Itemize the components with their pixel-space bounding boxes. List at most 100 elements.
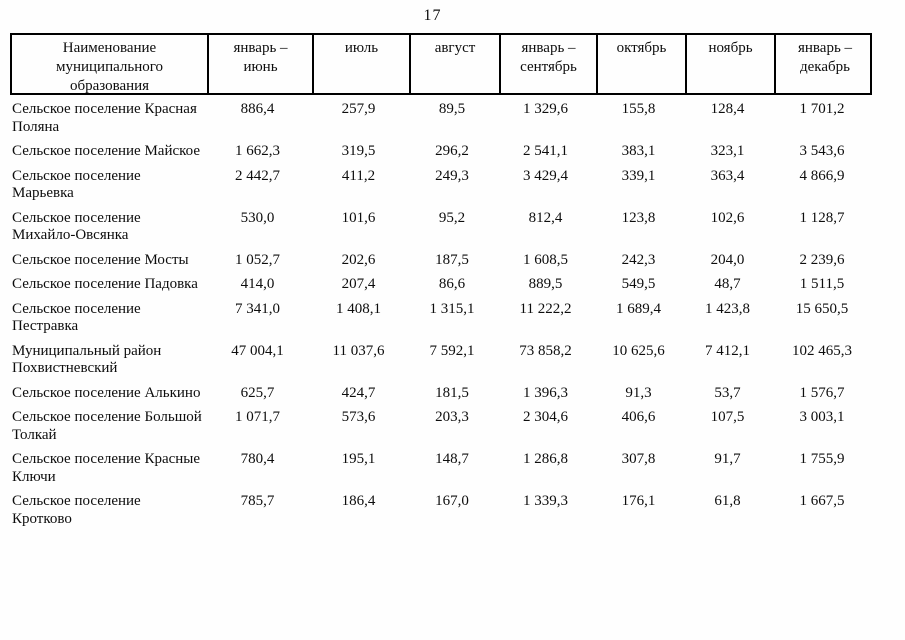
value-cell-august: 249,3 [435, 167, 469, 184]
value-cell-july: 101,6 [341, 209, 376, 226]
header-cell-january-june: январь – июнь [207, 35, 312, 93]
value-cell-january-december: 3 003,1 [799, 409, 845, 425]
value-cell-november: 61,8 [714, 493, 741, 509]
value-cell-august: 148,7 [435, 451, 469, 467]
value-cell-january-september: 1 329,6 [523, 101, 568, 117]
municipality-name-cell: Сельское поселение Мосты [12, 251, 189, 268]
table-row: Сельское поселение Большой Толкай 1 071,… [10, 409, 872, 444]
municipality-name-cell: Сельское поселение Алькино [12, 384, 201, 401]
value-cell-july: 202,6 [341, 251, 376, 268]
page-number: 17 [423, 7, 442, 24]
value-cell-october: 242,3 [621, 251, 656, 268]
value-cell-january-june: 625,7 [240, 384, 275, 401]
value-cell-november: 1 423,8 [705, 300, 750, 317]
value-cell-august: 95,2 [438, 209, 466, 226]
value-cell-august: 187,5 [435, 251, 469, 268]
value-cell-october: 406,6 [621, 409, 656, 425]
value-cell-october: 123,8 [621, 209, 656, 226]
municipality-name-cell: Сельское поселение Падовка [12, 276, 198, 292]
municipality-name-cell: Сельское поселение Пестравка [12, 300, 141, 335]
value-cell-january-december: 1 755,9 [799, 451, 845, 467]
value-cell-january-december: 102 465,3 [792, 342, 852, 359]
table-row: Сельское поселение Падовка 414,0 207,4 8… [10, 276, 872, 294]
value-cell-october: 383,1 [621, 143, 656, 159]
value-cell-january-december: 1 128,7 [799, 209, 845, 226]
value-cell-november: 53,7 [714, 384, 741, 401]
value-cell-july: 11 037,6 [332, 342, 385, 359]
municipality-name-cell: Сельское поселение Кротково [12, 493, 141, 527]
value-cell-november: 48,7 [714, 276, 741, 292]
value-cell-november: 323,1 [710, 143, 745, 159]
header-cell-january-december: январь – декабрь [774, 35, 874, 93]
header-cell-january-september: январь – сентябрь [499, 35, 596, 93]
header-cell-august: август [409, 35, 499, 93]
table-body: Сельское поселение Красная Поляна 886,4 … [10, 101, 872, 528]
value-cell-august: 1 315,1 [429, 300, 475, 317]
value-cell-november: 91,7 [714, 451, 741, 467]
value-cell-november: 363,4 [710, 167, 745, 184]
value-cell-january-june: 1 071,7 [235, 409, 280, 425]
value-cell-august: 296,2 [435, 143, 469, 159]
table-row: Сельское поселение Марьевка 2 442,7 411,… [10, 168, 872, 203]
value-cell-august: 203,3 [435, 409, 469, 425]
table-row: Сельское поселение Пестравка 7 341,0 1 4… [10, 301, 872, 336]
value-cell-august: 86,6 [438, 276, 466, 292]
table-header-row: Наименование муниципального образования … [10, 33, 872, 95]
value-cell-january-june: 414,0 [240, 276, 275, 292]
header-cell-november: ноябрь [685, 35, 774, 93]
value-cell-january-december: 2 239,6 [799, 251, 845, 268]
table-row: Сельское поселение Красная Поляна 886,4 … [10, 101, 872, 136]
value-cell-january-september: 73 858,2 [519, 342, 572, 359]
value-cell-january-september: 812,4 [528, 209, 563, 226]
value-cell-july: 257,9 [341, 101, 376, 117]
value-cell-july: 573,6 [341, 409, 376, 425]
value-cell-january-december: 3 543,6 [799, 143, 845, 159]
value-cell-january-june: 1 662,3 [235, 143, 280, 159]
header-cell-october: октябрь [596, 35, 685, 93]
value-cell-july: 1 408,1 [336, 300, 381, 317]
table-row: Сельское поселение Михайло-Овсянка 530,0… [10, 210, 872, 245]
value-cell-january-june: 530,0 [240, 209, 275, 226]
value-cell-july: 411,2 [341, 167, 376, 184]
value-cell-august: 7 592,1 [429, 342, 475, 359]
table-row: Сельское поселение Майское 1 662,3 319,5… [10, 143, 872, 161]
value-cell-july: 207,4 [341, 276, 376, 292]
municipality-name-cell: Муниципальный район Похвистневский [12, 342, 162, 377]
value-cell-october: 155,8 [621, 101, 656, 117]
value-cell-july: 424,7 [341, 384, 376, 401]
table-row: Сельское поселение Мосты 1 052,7 202,6 1… [10, 252, 872, 270]
value-cell-january-june: 780,4 [240, 451, 275, 467]
table-row: Сельское поселение Красные Ключи 780,4 1… [10, 451, 872, 486]
value-cell-january-september: 1 339,3 [523, 493, 568, 509]
header-cell-municipality-name: Наименование муниципального образования [55, 40, 164, 94]
value-cell-january-december: 1 701,2 [799, 101, 845, 117]
value-cell-january-june: 47 004,1 [231, 342, 284, 359]
value-cell-january-december: 15 650,5 [795, 300, 849, 317]
value-cell-october: 1 689,4 [616, 300, 661, 317]
municipality-name-cell: Сельское поселение Большой Толкай [12, 409, 202, 443]
value-cell-january-june: 785,7 [240, 493, 275, 509]
value-cell-january-september: 889,5 [528, 276, 563, 292]
value-cell-january-december: 1 511,5 [799, 276, 845, 292]
municipality-name-cell: Сельское поселение Красные Ключи [12, 451, 201, 485]
municipality-name-cell: Сельское поселение Марьевка [12, 167, 141, 202]
value-cell-january-june: 2 442,7 [235, 167, 280, 184]
value-cell-october: 176,1 [621, 493, 656, 509]
value-cell-november: 204,0 [710, 251, 745, 268]
value-cell-october: 91,3 [625, 384, 652, 401]
value-cell-november: 7 412,1 [705, 342, 750, 359]
value-cell-october: 307,8 [621, 451, 656, 467]
value-cell-january-september: 2 304,6 [523, 409, 568, 425]
value-cell-august: 181,5 [435, 384, 469, 401]
value-cell-january-september: 1 286,8 [523, 451, 568, 467]
value-cell-august: 167,0 [435, 493, 469, 509]
table-row: Сельское поселение Алькино 625,7 424,7 1… [10, 385, 872, 403]
value-cell-january-september: 11 222,2 [519, 300, 572, 317]
value-cell-january-june: 886,4 [240, 101, 275, 117]
value-cell-january-september: 3 429,4 [523, 167, 568, 184]
value-cell-november: 102,6 [710, 209, 745, 226]
value-cell-october: 339,1 [621, 167, 656, 184]
municipality-name-cell: Сельское поселение Михайло-Овсянка [12, 209, 141, 244]
municipal-data-table: Наименование муниципального образования … [10, 33, 872, 535]
